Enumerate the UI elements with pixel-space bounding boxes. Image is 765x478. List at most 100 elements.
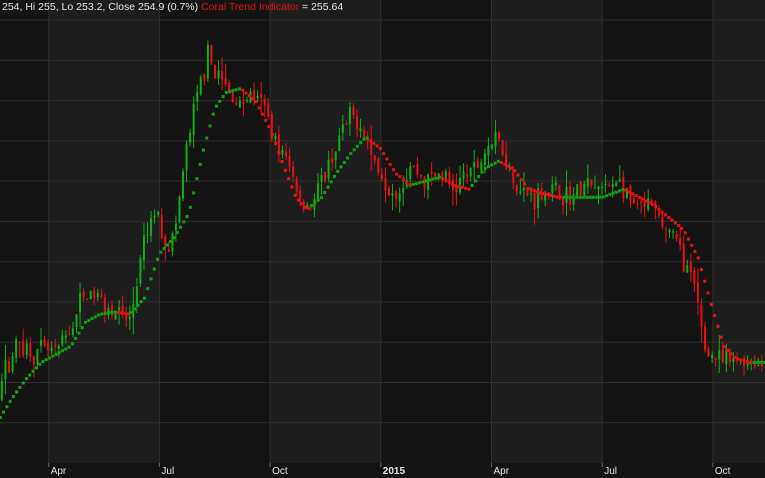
candle-body-152	[477, 161, 479, 168]
candle-body-216	[704, 326, 706, 350]
coral-dot-212	[631, 192, 634, 195]
coral-dot-134	[376, 144, 379, 147]
candle-body-57	[139, 258, 141, 284]
candle-43	[90, 290, 92, 299]
candle-body-73	[196, 92, 198, 101]
coral-dot-132	[369, 139, 372, 142]
candle-body-43	[90, 291, 92, 299]
coral-dot-164	[474, 179, 477, 182]
candle-body-130	[399, 193, 401, 201]
coral-dot-36	[54, 353, 57, 356]
x-tick-label-0: Apr	[51, 466, 67, 477]
coral-dot-170	[494, 162, 497, 165]
coral-dot-116	[317, 199, 320, 202]
coral-dot-97	[254, 100, 257, 103]
coral-dot-145	[412, 183, 415, 186]
coral-dot-206	[612, 192, 615, 195]
candle-body-120	[363, 130, 365, 137]
coral-dot-62	[140, 300, 143, 303]
candle-body-26	[29, 343, 31, 357]
coral-dot-39	[64, 347, 67, 350]
candle-body-181	[580, 181, 582, 194]
coral-dot-202	[598, 196, 601, 199]
x-tick-label-1: Jul	[161, 466, 174, 477]
candle-body-35	[61, 336, 63, 345]
coral-dot-155	[444, 179, 447, 182]
coral-dot-85	[215, 105, 218, 108]
coral-dot-27	[25, 377, 28, 380]
candle-body-163	[516, 185, 518, 191]
coral-dot-162	[467, 188, 470, 191]
coral-dot-148	[421, 180, 424, 183]
coral-dot-23	[12, 395, 15, 398]
coral-dot-240	[723, 345, 726, 348]
candle-body-71	[189, 133, 191, 143]
candle-body-117	[352, 107, 354, 115]
candle-body-151	[473, 162, 475, 167]
coral-dot-180	[526, 187, 529, 190]
candle-69	[182, 168, 184, 201]
candle-body-134	[413, 166, 415, 167]
coral-dot-20	[2, 411, 5, 414]
coral-dot-79	[195, 177, 198, 180]
candle-body-18	[1, 381, 3, 399]
candle-body-198	[640, 202, 642, 203]
coral-dot-90	[231, 89, 234, 92]
candle-body-101	[296, 178, 298, 191]
candle-body-86	[242, 102, 244, 104]
coral-dot-223	[667, 216, 670, 219]
coral-dot-31	[38, 363, 41, 366]
coral-dot-187	[549, 194, 552, 197]
candle-body-91	[260, 94, 262, 98]
candle-body-20	[8, 361, 10, 372]
coral-dot-201	[595, 196, 598, 199]
coral-dot-22	[9, 400, 12, 403]
candle-body-174	[555, 182, 557, 185]
coral-dot-29	[32, 370, 35, 373]
candle-body-210	[683, 244, 685, 272]
candle-body-85	[239, 101, 241, 108]
coral-dot-229	[687, 238, 690, 241]
candle-body-118	[356, 115, 358, 128]
coral-dot-241	[726, 349, 729, 352]
candle-body-42	[86, 299, 88, 300]
candle-body-114	[342, 124, 344, 132]
coral-dot-138	[389, 163, 392, 166]
coral-dot-193	[569, 196, 572, 199]
candle-body-127	[388, 188, 390, 196]
candle-body-173	[551, 184, 553, 192]
coral-dot-114	[310, 204, 313, 207]
coral-dot-151	[431, 178, 434, 181]
x-tick-label-5: Jul	[604, 466, 617, 477]
coral-dot-190	[559, 196, 562, 199]
coral-dot-33	[45, 358, 48, 361]
candle-216	[704, 322, 706, 353]
coral-dot-161	[464, 187, 467, 190]
coral-dot-177	[516, 174, 519, 177]
coral-dot-94	[245, 92, 248, 95]
candle-body-208	[676, 234, 678, 238]
candle-body-128	[392, 193, 394, 196]
coral-dot-156	[448, 181, 451, 184]
coral-dot-141	[399, 175, 402, 178]
coral-dot-71	[169, 240, 172, 243]
coral-dot-246	[743, 359, 746, 362]
candle-body-58	[143, 235, 145, 260]
coral-dot-47	[91, 317, 94, 320]
candle-body-231	[757, 365, 759, 366]
candle-body-192	[619, 179, 621, 181]
coral-dot-129	[359, 141, 362, 144]
candle-body-193	[622, 177, 624, 199]
coral-dot-186	[546, 193, 549, 196]
coral-dot-211	[628, 190, 631, 193]
candle-body-95	[274, 136, 276, 139]
coral-dot-216	[644, 199, 647, 202]
candle-body-22	[15, 339, 17, 357]
candle-body-186	[597, 187, 599, 190]
coral-dot-245	[739, 358, 742, 361]
candle-body-98	[285, 152, 287, 157]
candle-body-165	[523, 188, 525, 190]
candle-body-107	[317, 183, 319, 199]
coral-dot-163	[471, 184, 474, 187]
